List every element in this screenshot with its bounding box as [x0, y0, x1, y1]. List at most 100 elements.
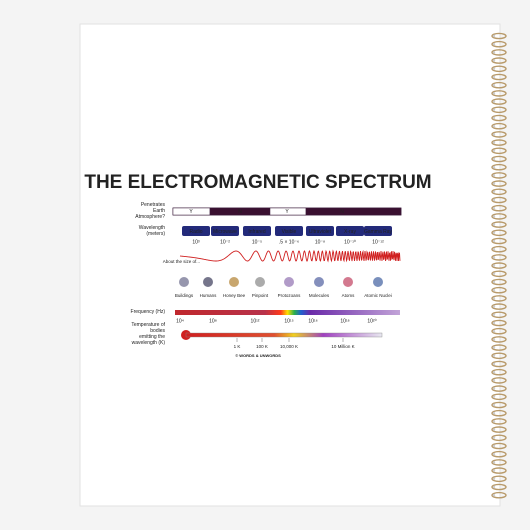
spiral-loop [491, 32, 507, 40]
spiral-hole [492, 84, 496, 87]
spiral-hole [492, 125, 496, 128]
band-label: Radio [189, 229, 202, 235]
temperature-label-line: wavelength (K) [132, 340, 166, 346]
spiral-hole [492, 75, 496, 79]
object-label: Humans [200, 293, 218, 298]
spiral-loop [491, 327, 507, 335]
object-icon [314, 277, 324, 287]
temperature-label: Temperature of bodies emitting the waveleng… [131, 322, 165, 346]
object-icon [343, 277, 353, 287]
spiral-hole [492, 280, 496, 284]
spiral-hole [492, 272, 496, 275]
temperature-value: 10,000 K [280, 344, 298, 349]
spiral-loop [491, 229, 507, 237]
spiral-hole [492, 198, 496, 202]
spiral-hole [492, 166, 496, 169]
spiral-loop [491, 393, 507, 401]
spiral-hole [492, 379, 496, 382]
spiral-hole [492, 354, 496, 357]
wavelength-value: 10⁻⁵ [252, 239, 262, 245]
size-label: About the size of... [163, 259, 200, 264]
spiral-hole [492, 387, 496, 390]
temperature-label-line: emitting the [139, 334, 165, 340]
spiral-binding [491, 32, 507, 499]
spiral-loop [491, 409, 507, 417]
spiral-hole [492, 100, 496, 103]
spiral-loop [491, 147, 507, 155]
spiral-hole [492, 338, 496, 341]
wavelength-value: 10⁻¹⁰ [344, 239, 356, 245]
spiral-hole [492, 461, 496, 464]
object-icon [373, 277, 383, 287]
object-icon [179, 277, 189, 287]
object-label: Atoms [342, 293, 356, 298]
spiral-loop [491, 459, 507, 466]
spiral-loop [491, 426, 507, 433]
band-box [211, 226, 239, 236]
spiral-loop [491, 377, 507, 384]
spiral-loop [491, 106, 507, 114]
spiral-hole [492, 239, 496, 243]
wavelength-value: .5 × 10⁻⁶ [279, 239, 299, 245]
spiral-hole [492, 174, 496, 177]
spiral-loop [491, 352, 507, 360]
band-label: X-ray [344, 229, 356, 235]
wavelength-value: 10⁻² [220, 239, 230, 245]
spiral-loop [491, 254, 507, 261]
wavelength-label-line: Wavelength [139, 225, 165, 231]
spiral-loop [491, 418, 507, 425]
spiral-loop [491, 311, 507, 319]
penetrates-label-line: Atmosphere? [135, 214, 165, 220]
spiral-loop [491, 278, 507, 286]
spiral-loop [491, 475, 507, 483]
spiral-loop [491, 245, 507, 253]
spiral-hole [492, 330, 496, 333]
penetrates-mark: Y [189, 209, 193, 215]
spiral-hole [492, 321, 496, 325]
spiral-loop [491, 65, 507, 73]
spiral-loop [491, 73, 507, 81]
spiral-hole [492, 190, 496, 193]
frequency-label-line: Frequency (Hz) [131, 309, 166, 315]
spiral-hole [492, 412, 496, 415]
spiral-loop [491, 188, 507, 196]
object-icon [203, 277, 213, 287]
spiral-hole [492, 43, 496, 46]
wavelength-label: Wavelength (meters) [139, 225, 166, 237]
copyright: © WORDS & UNWORDS [235, 353, 281, 358]
penetrates-label-line: Earth [153, 208, 165, 214]
spiral-hole [492, 346, 496, 349]
band-box [182, 226, 210, 236]
spiral-hole [492, 289, 496, 292]
spiral-hole [492, 403, 496, 407]
spiral-loop [491, 49, 507, 56]
spiral-hole [492, 116, 496, 120]
spiral-hole [492, 133, 496, 136]
spiral-loop [491, 483, 507, 491]
spiral-loop [491, 344, 507, 351]
spiral-loop [491, 434, 507, 442]
spiral-loop [491, 98, 507, 105]
spiral-loop [491, 90, 507, 97]
spiral-loop [491, 385, 507, 392]
wavelength-value: 10³ [192, 239, 200, 245]
spiral-loop [491, 286, 507, 294]
spiral-loop [491, 491, 507, 499]
spiral-hole [492, 371, 496, 374]
frequency-value: 10²⁰ [367, 318, 376, 324]
spiral-hole [492, 67, 496, 71]
frequency-bar [175, 310, 400, 315]
spiral-hole [492, 444, 496, 448]
spiral-loop [491, 303, 507, 310]
spiral-loop [491, 442, 507, 450]
spiral-loop [491, 319, 507, 327]
spiral-hole [492, 207, 496, 210]
band-box [364, 226, 392, 236]
spiral-loop [491, 262, 507, 269]
wavelength-label-line: (meters) [146, 231, 165, 237]
object-label: Pinpoint [252, 293, 269, 298]
spiral-loop [491, 131, 507, 138]
spiral-loop [491, 172, 507, 179]
